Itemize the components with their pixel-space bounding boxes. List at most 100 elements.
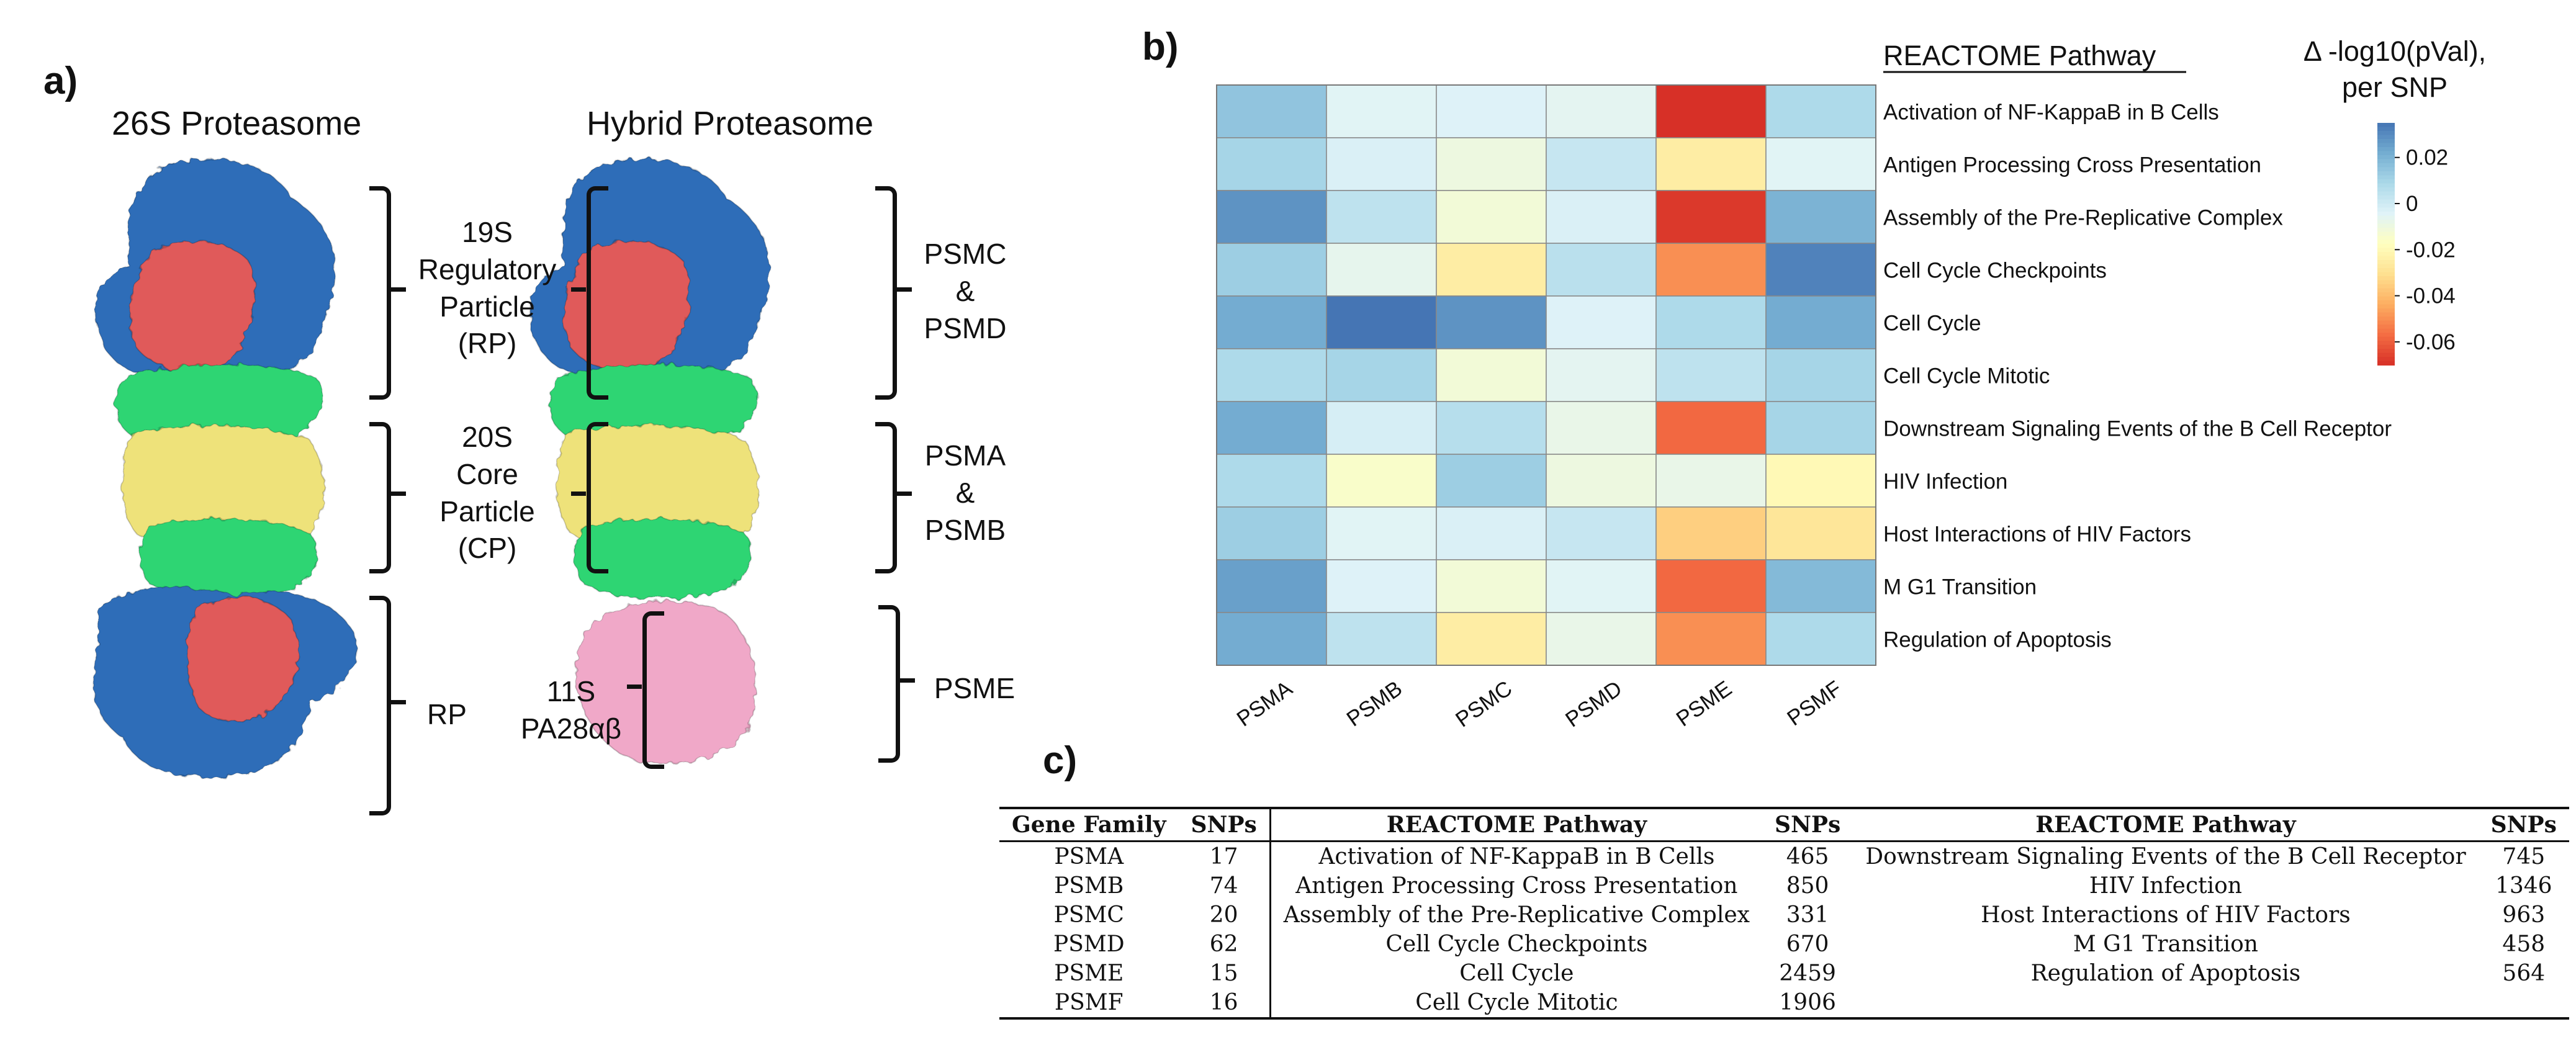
panel-c-letter: c) (1043, 739, 1078, 782)
heatmap-cell-psmd-6 (1546, 401, 1657, 455)
heatmap-cell-psmd-3 (1546, 243, 1657, 297)
colorbar-segment (2377, 260, 2395, 265)
heatmap-cell-psmd-10 (1546, 612, 1657, 666)
table-cell: 850 (1786, 873, 1829, 899)
table-cell: 74 (1178, 871, 1271, 900)
heatmap-cell-psmf-3 (1765, 243, 1876, 297)
brace-psme (878, 605, 900, 763)
colorbar-segment (2377, 135, 2395, 140)
heatmap-chart: Activation of NF-KappaB in B Cells Antige… (1216, 35, 2486, 732)
heatmap-cell-psme-0 (1655, 84, 1767, 138)
colorbar-segment (2377, 151, 2395, 156)
heatmap-cell-psmb-1 (1326, 137, 1437, 191)
colorbar-tick-label: -0.04 (2406, 284, 2456, 308)
heatmap-cell-psma-8 (1216, 506, 1327, 560)
heatmap-cell-psmf-6 (1765, 401, 1876, 455)
table-cell: M G1 Transition (2073, 932, 2258, 957)
table-header: SNPs (2478, 807, 2569, 842)
table-row: PSMB 74 Antigen Processing Cross Presentat… (999, 871, 2569, 900)
table-cell: 1346 (2495, 873, 2552, 899)
heatmap-cell-psma-9 (1216, 559, 1327, 613)
heatmap-cell-psma-6 (1216, 401, 1327, 455)
heatmap-cell-psmc-10 (1436, 612, 1547, 666)
heatmap-cell-psme-5 (1655, 348, 1767, 402)
heatmap-cell-psmd-9 (1546, 559, 1657, 613)
colorbar-segment (2377, 212, 2395, 217)
colorbar-segment (2377, 207, 2395, 212)
table-cell: Assembly of the Pre-Replicative Complex (1283, 902, 1750, 928)
heatmap-cell-psmc-6 (1436, 401, 1547, 455)
heatmap-cell-psme-8 (1655, 506, 1767, 560)
label-psmc-psmd: PSMC & PSMD (924, 238, 1007, 344)
label-19s-regulatory-particle: 19S Regulatory Particle (RP) (418, 216, 557, 360)
heatmap-cell-psma-0 (1216, 84, 1327, 138)
heatmap-cell-psmf-7 (1765, 454, 1876, 508)
colorbar-segment (2377, 228, 2395, 233)
colorbar-segment (2377, 231, 2395, 236)
table-header: REACTOME Pathway (1853, 807, 2479, 842)
table-header: Gene Family (999, 807, 1179, 842)
colorbar-segment (2377, 244, 2395, 249)
colorbar-title: per SNP (2342, 71, 2448, 103)
heatmap-cell-psmb-3 (1326, 243, 1437, 297)
table-cell: Activation of NF-KappaB in B Cells (1318, 844, 1715, 869)
heatmap-cell-psma-3 (1216, 243, 1327, 297)
heatmap-cell-psma-10 (1216, 612, 1327, 666)
heatmap-cell-psma-1 (1216, 137, 1327, 191)
heatmap-cell-psmf-9 (1765, 559, 1876, 613)
table-cell: Regulation of Apoptosis (2030, 961, 2301, 986)
colorbar-segment (2377, 191, 2395, 196)
heatmap-cell-psmf-5 (1765, 348, 1876, 402)
heatmap-cell-psmc-2 (1436, 190, 1547, 244)
heatmap-cell-psmb-4 (1326, 295, 1437, 349)
table-row: PSMC 20 Assembly of the Pre-Replicative Co… (999, 900, 2569, 930)
colorbar-segment (2377, 280, 2395, 285)
table-cell: 564 (2502, 961, 2546, 986)
heatmap-cell-psmd-4 (1546, 295, 1657, 349)
colorbar-segment (2377, 236, 2395, 241)
heatmap-cell-psmf-0 (1765, 84, 1876, 138)
colorbar-segment (2377, 167, 2395, 172)
brace-19s-hybrid (587, 186, 608, 400)
colorbar-segment (2377, 320, 2395, 325)
colorbar-segment (2377, 349, 2395, 354)
colorbar-segment (2377, 183, 2395, 188)
heatmap-cell-psmb-8 (1326, 506, 1437, 560)
colorbar-segment (2377, 276, 2395, 281)
table-cell: 2459 (1779, 961, 1836, 986)
heatmap-cell-psmc-0 (1436, 84, 1547, 138)
colorbar-segment (2377, 195, 2395, 200)
colorbar-segment (2377, 288, 2395, 293)
colorbar-segment (2377, 131, 2395, 136)
colorbar-segment (2377, 264, 2395, 269)
table-cell: 331 (1786, 902, 1829, 928)
heatmap-cell-psma-5 (1216, 348, 1327, 402)
colorbar-segment (2377, 223, 2395, 228)
colorbar-tick-label: 0 (2406, 192, 2418, 216)
table-row: PSMD 62 Cell Cycle Checkpoints 670 M G1 Tran… (999, 930, 2569, 959)
colorbar-tick-label: 0.02 (2406, 146, 2448, 170)
label-20s-core-particle: 20S Core Particle (CP) (439, 421, 535, 565)
colorbar-tick-label: -0.06 (2406, 330, 2456, 354)
table-cell: 963 (2502, 902, 2546, 928)
table-cell: Cell Cycle Checkpoints (1385, 932, 1648, 957)
colorbar-segment (2377, 240, 2395, 245)
table-cell: PSMA (1054, 844, 1124, 869)
table-cell (2478, 988, 2569, 1020)
structure-hybrid-proteasome (529, 158, 771, 764)
table-cell: PSMB (1054, 873, 1124, 899)
heatmap-cell-psmc-4 (1436, 295, 1547, 349)
row-label: Cell Cycle (1883, 312, 1981, 336)
row-label: Cell Cycle Checkpoints (1883, 259, 2107, 283)
colorbar-segment (2377, 357, 2395, 362)
row-label: Downstream Signaling Events of the B Cel… (1883, 417, 2392, 441)
colorbar-segment (2377, 272, 2395, 277)
column-label: PSMF (1783, 676, 1846, 731)
snp-count-table: Gene Family SNPs REACTOME Pathway SNPs REACT… (999, 807, 2569, 1020)
colorbar-segment (2377, 127, 2395, 132)
structure-26s-proteasome (92, 158, 358, 778)
heatmap-cell-psmc-8 (1436, 506, 1547, 560)
colorbar-segment (2377, 300, 2395, 305)
table-cell (1853, 988, 2479, 1020)
table-cell: Cell Cycle (1459, 961, 1574, 986)
